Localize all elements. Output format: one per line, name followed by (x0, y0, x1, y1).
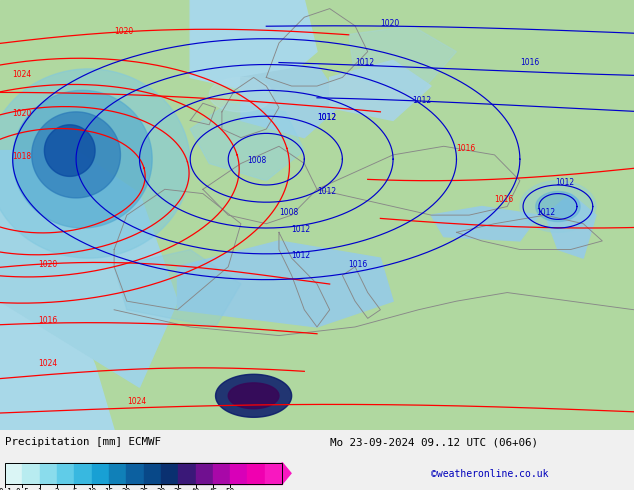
Bar (5, 463, 282, 484)
Bar (40, 463, 57, 484)
Bar (195, 463, 213, 484)
Text: 1012: 1012 (412, 96, 431, 105)
Text: ©weatheronline.co.uk: ©weatheronline.co.uk (431, 469, 548, 479)
Polygon shape (349, 26, 456, 95)
Text: 1020: 1020 (380, 19, 399, 28)
Bar (5, 463, 22, 484)
Bar (57, 463, 74, 484)
Bar (22, 463, 40, 484)
Polygon shape (282, 463, 291, 484)
Text: 1008: 1008 (247, 156, 266, 166)
Text: 0.5: 0.5 (15, 488, 29, 490)
Polygon shape (13, 90, 152, 228)
Text: 45: 45 (208, 488, 217, 490)
Text: 1024: 1024 (38, 359, 57, 368)
Text: 1012: 1012 (317, 114, 336, 122)
Text: 1: 1 (37, 488, 42, 490)
Bar (265, 463, 282, 484)
Text: 1008: 1008 (279, 208, 298, 217)
Text: 1020: 1020 (13, 109, 32, 118)
Bar (74, 463, 92, 484)
Text: 0.1: 0.1 (0, 488, 12, 490)
Polygon shape (178, 241, 393, 327)
Text: Mo 23-09-2024 09..12 UTC (06+06): Mo 23-09-2024 09..12 UTC (06+06) (330, 438, 538, 447)
Text: 1016: 1016 (38, 316, 57, 325)
Text: 1012: 1012 (317, 114, 336, 122)
Text: 25: 25 (139, 488, 148, 490)
Bar (143, 463, 161, 484)
Polygon shape (431, 206, 539, 241)
Polygon shape (0, 69, 190, 258)
Text: 5: 5 (72, 488, 77, 490)
Polygon shape (190, 103, 304, 181)
Polygon shape (545, 194, 596, 258)
Text: 1020: 1020 (114, 27, 133, 36)
Polygon shape (44, 125, 95, 176)
Polygon shape (209, 77, 273, 112)
Text: 1024: 1024 (127, 397, 146, 406)
Text: 1018: 1018 (13, 152, 32, 161)
Bar (126, 463, 143, 484)
Text: 1012: 1012 (536, 208, 555, 217)
Text: 2: 2 (55, 488, 60, 490)
Text: 1012: 1012 (555, 178, 574, 187)
Text: 40: 40 (191, 488, 200, 490)
Text: 1016: 1016 (495, 195, 514, 204)
Text: 15: 15 (105, 488, 113, 490)
Text: 1024: 1024 (13, 71, 32, 79)
Bar (161, 463, 178, 484)
Polygon shape (114, 249, 241, 327)
Bar (92, 463, 109, 484)
Text: 10: 10 (87, 488, 96, 490)
Polygon shape (330, 60, 431, 121)
Polygon shape (216, 374, 292, 417)
Text: 20: 20 (122, 488, 131, 490)
Polygon shape (241, 65, 342, 138)
Text: 35: 35 (174, 488, 183, 490)
Bar (230, 463, 247, 484)
Text: 30: 30 (157, 488, 165, 490)
Polygon shape (228, 383, 279, 409)
Text: Precipitation [mm] ECMWF: Precipitation [mm] ECMWF (5, 438, 161, 447)
Text: 1012: 1012 (355, 57, 374, 67)
Bar (247, 463, 265, 484)
Bar (109, 463, 126, 484)
Polygon shape (536, 192, 580, 221)
Polygon shape (0, 194, 114, 430)
Text: 1016: 1016 (349, 260, 368, 269)
Polygon shape (190, 0, 317, 95)
Text: 1016: 1016 (456, 144, 476, 152)
Polygon shape (0, 150, 178, 387)
Polygon shape (32, 112, 120, 198)
Text: 1020: 1020 (38, 260, 57, 269)
Polygon shape (520, 181, 596, 232)
Bar (213, 463, 230, 484)
Bar (178, 463, 195, 484)
Text: 1012: 1012 (292, 225, 311, 234)
Text: 1016: 1016 (520, 57, 539, 67)
Text: 1012: 1012 (317, 187, 336, 196)
Text: 1012: 1012 (292, 251, 311, 260)
Text: 50: 50 (226, 488, 235, 490)
